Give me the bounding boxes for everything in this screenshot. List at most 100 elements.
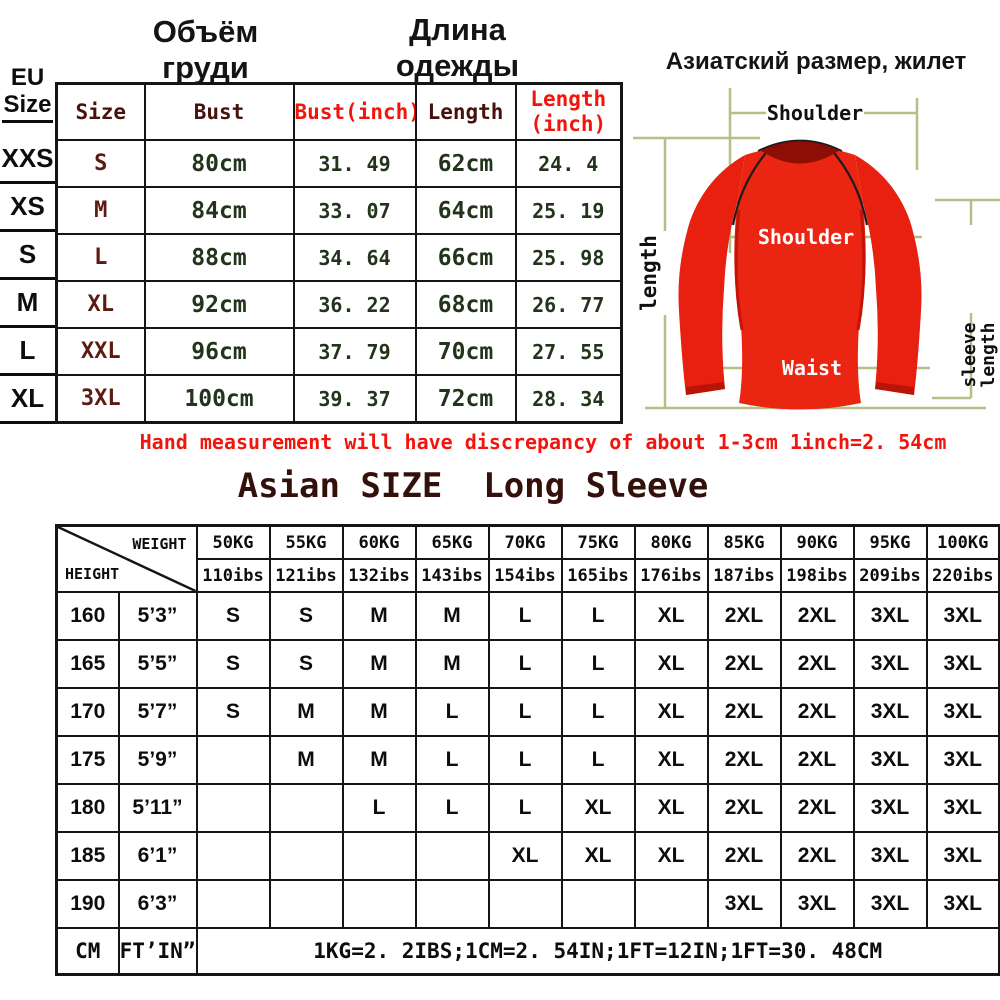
size-recommendation-cell: XL xyxy=(633,735,709,785)
size-table-row: M 84cm 33. 07 64cm 25. 19 xyxy=(55,186,623,235)
size-table-row: 3XL 100cm 39. 37 72cm 28. 34 xyxy=(55,374,623,424)
length-cm-cell: 66cm xyxy=(414,233,517,282)
shoulder-top-label: Shoulder xyxy=(767,101,863,125)
size-recommendation-cell xyxy=(268,879,344,929)
torso xyxy=(734,146,866,410)
raglan-seam-left xyxy=(731,147,771,226)
length-cm-cell: 62cm xyxy=(414,139,517,188)
size-recommendation-cell: 2XL xyxy=(779,639,855,689)
size-table-header: Bust xyxy=(143,82,295,141)
height-ftin-cell: 5’3” xyxy=(117,591,198,641)
size-recommendation-cell: M xyxy=(341,639,417,689)
length-inch-cell: 24. 4 xyxy=(514,139,623,188)
bust-cm-cell: 88cm xyxy=(143,233,295,282)
matrix-ibs-row: 110ibs 121ibs 132ibs 143ibs 154ibs 165ibs 176i… xyxy=(57,558,1000,593)
size-recommendation-cell xyxy=(341,879,417,929)
size-cell: XXL xyxy=(55,327,146,376)
height-ftin-cell: 5’11” xyxy=(117,783,198,833)
size-recommendation-cell: S xyxy=(195,591,271,641)
collar-opening xyxy=(760,141,840,164)
weight-kg-header: 50KG xyxy=(195,524,271,560)
size-recommendation-cell xyxy=(195,831,271,881)
bust-cm-cell: 96cm xyxy=(143,327,295,376)
weight-kg-header: 85KG xyxy=(706,524,782,560)
size-table-row: XL 92cm 36. 22 68cm 26. 77 xyxy=(55,280,623,329)
height-ftin-cell: 5’7” xyxy=(117,687,198,737)
size-recommendation-cell: L xyxy=(487,783,563,833)
height-ftin-cell: 6’1” xyxy=(117,831,198,881)
shoulder-chest-label: Shoulder xyxy=(758,225,854,249)
size-table-row: XXL 96cm 37. 79 70cm 27. 55 xyxy=(55,327,623,376)
size-cell: S xyxy=(55,139,146,188)
size-recommendation-cell: XL xyxy=(633,591,709,641)
asian-size-vest-title: Азиатский размер, жилет xyxy=(665,48,967,75)
size-recommendation-cell: M xyxy=(341,687,417,737)
raglan-seam-right xyxy=(829,147,869,226)
weight-kg-header: 70KG xyxy=(487,524,563,560)
waist-label: Waist xyxy=(782,356,842,380)
length-inch-cell: 25. 98 xyxy=(514,233,623,282)
eu-size-column: XXS XS S M L XL xyxy=(0,136,55,424)
weight-ibs-header: 132ibs xyxy=(341,558,417,593)
matrix-kg-row: WEIGHT HEIGHT 50KG 55KG 60KG 65KG 70KG 75KG 80… xyxy=(55,524,1000,593)
weight-ibs-header: 154ibs xyxy=(487,558,563,593)
size-table-row: L 88cm 34. 64 66cm 25. 98 xyxy=(55,233,623,282)
length-group-title: Длина одежды xyxy=(395,12,520,83)
weight-kg-header: 55KG xyxy=(268,524,344,560)
size-recommendation-cell: S xyxy=(268,591,344,641)
matrix-row: 170 5’7” S M M L L L XL 2XL 2XL 3XL 3XL xyxy=(55,687,1000,737)
size-recommendation-cell: 2XL xyxy=(779,591,855,641)
size-recommendation-cell: L xyxy=(560,687,636,737)
matrix-row: 165 5’5” S S M M L L XL 2XL 2XL 3XL 3XL xyxy=(55,639,1000,689)
matrix-row: 180 5’11” L L L XL XL 2XL 2XL 3XL 3XL xyxy=(55,783,1000,833)
size-recommendation-cell: 3XL xyxy=(852,639,928,689)
size-recommendation-cell: 3XL xyxy=(925,735,1000,785)
bust-inch-cell: 33. 07 xyxy=(292,186,417,235)
size-recommendation-cell: L xyxy=(341,783,417,833)
measurement-note: Hand measurement will have discrepancy o… xyxy=(139,430,947,454)
size-recommendation-cell: 3XL xyxy=(925,639,1000,689)
size-recommendation-cell: XL xyxy=(560,783,636,833)
size-recommendation-cell: L xyxy=(487,591,563,641)
size-recommendation-cell xyxy=(195,879,271,929)
shirt-diagram: Shoulder Shoulder Waist length sleeve le… xyxy=(633,88,1000,410)
size-recommendation-cell: 2XL xyxy=(706,591,782,641)
size-table-row: S 80cm 31. 49 62cm 24. 4 xyxy=(55,139,623,188)
size-recommendation-cell: 2XL xyxy=(706,687,782,737)
length-cm-cell: 70cm xyxy=(414,327,517,376)
bust-inch-cell: 34. 64 xyxy=(292,233,417,282)
size-recommendation-cell: 3XL xyxy=(852,831,928,881)
bust-inch-cell: 37. 79 xyxy=(292,327,417,376)
length-inch-cell: 28. 34 xyxy=(514,374,623,424)
size-recommendation-cell: S xyxy=(195,687,271,737)
size-table-header-row: Size Bust Bust(inch) Length Length (inch) xyxy=(55,82,623,141)
corner-diagonal-line xyxy=(58,527,196,591)
size-recommendation-cell: 2XL xyxy=(779,687,855,737)
height-cm-cell: 180 xyxy=(55,783,120,833)
size-recommendation-cell: 3XL xyxy=(925,687,1000,737)
length-inch-cell: 26. 77 xyxy=(514,280,623,329)
size-recommendation-cell xyxy=(633,879,709,929)
weight-kg-header: 100KG xyxy=(925,524,1000,560)
size-recommendation-cell xyxy=(268,831,344,881)
height-axis-label: HEIGHT xyxy=(65,565,120,583)
size-recommendation-cell: M xyxy=(414,591,490,641)
size-recommendation-cell: L xyxy=(487,687,563,737)
size-cell: XL xyxy=(55,280,146,329)
size-recommendation-cell: 2XL xyxy=(779,783,855,833)
torso-shading-right xyxy=(856,209,866,331)
size-recommendation-cell: 2XL xyxy=(779,831,855,881)
size-recommendation-cell: 3XL xyxy=(925,879,1000,929)
length-cm-cell: 68cm xyxy=(414,280,517,329)
size-recommendation-cell: L xyxy=(487,639,563,689)
size-recommendation-cell xyxy=(341,831,417,881)
weight-ibs-header: 176ibs xyxy=(633,558,709,593)
size-table-header: Bust(inch) xyxy=(292,82,417,141)
matrix-row: 185 6’1” XL XL XL 2XL 2XL 3XL 3XL xyxy=(55,831,1000,881)
size-recommendation-cell: M xyxy=(268,735,344,785)
size-recommendation-cell: L xyxy=(414,687,490,737)
size-recommendation-cell: 3XL xyxy=(779,879,855,929)
matrix-corner-cell: WEIGHT HEIGHT xyxy=(55,524,198,593)
weight-kg-header: 75KG xyxy=(560,524,636,560)
